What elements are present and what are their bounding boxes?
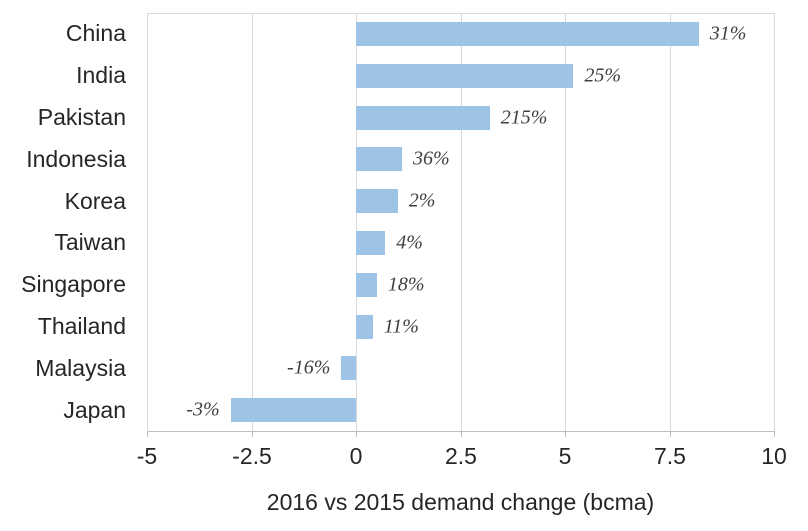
bar bbox=[356, 63, 574, 88]
gridline bbox=[147, 13, 148, 431]
value-label: 31% bbox=[709, 22, 747, 45]
x-tick-label: 5 bbox=[558, 443, 572, 469]
category-label: India bbox=[76, 62, 126, 89]
value-label: 2% bbox=[408, 189, 436, 212]
gridline bbox=[565, 13, 566, 431]
bar bbox=[341, 356, 356, 381]
value-label: 4% bbox=[396, 231, 423, 254]
tick-mark bbox=[565, 431, 566, 437]
value-label: 25% bbox=[584, 64, 622, 87]
x-tick-label: -5 bbox=[136, 443, 158, 469]
category-label: Malaysia bbox=[35, 354, 126, 381]
bar bbox=[356, 189, 398, 214]
tick-mark bbox=[147, 431, 148, 437]
plot-area-top-border bbox=[147, 13, 775, 14]
gridline bbox=[774, 13, 775, 431]
category-label: Pakistan bbox=[37, 103, 126, 130]
value-label: 36% bbox=[412, 147, 450, 170]
value-label: 11% bbox=[383, 315, 419, 337]
bar bbox=[356, 230, 386, 255]
bar bbox=[230, 398, 356, 423]
value-label: 215% bbox=[500, 106, 548, 128]
value-label: 18% bbox=[387, 273, 425, 296]
category-label: Singapore bbox=[21, 271, 126, 298]
gridline bbox=[461, 13, 462, 431]
category-label: Taiwan bbox=[54, 229, 126, 256]
category-label: China bbox=[65, 20, 126, 47]
tick-mark bbox=[252, 431, 253, 437]
bar bbox=[356, 105, 490, 130]
bar bbox=[356, 314, 373, 339]
tick-mark bbox=[670, 431, 671, 437]
x-axis-title: 2016 vs 2015 demand change (bcma) bbox=[266, 489, 655, 515]
x-tick-label: 0 bbox=[349, 443, 363, 469]
category-label: Japan bbox=[63, 396, 126, 423]
x-tick-label: -2.5 bbox=[232, 443, 272, 469]
gridline bbox=[670, 13, 671, 431]
value-label: -3% bbox=[186, 398, 220, 421]
tick-mark bbox=[774, 431, 775, 437]
x-tick-label: 2.5 bbox=[445, 443, 477, 469]
bar bbox=[356, 21, 699, 46]
category-label: Thailand bbox=[37, 312, 126, 339]
bar bbox=[356, 272, 377, 297]
x-tick-label: 10 bbox=[761, 443, 787, 469]
tick-mark bbox=[356, 431, 357, 437]
tick-mark bbox=[461, 431, 462, 437]
value-label: -16% bbox=[287, 356, 331, 379]
category-label: Korea bbox=[64, 187, 126, 214]
bar bbox=[356, 147, 402, 172]
gridline bbox=[252, 13, 253, 431]
x-tick-label: 7.5 bbox=[654, 443, 686, 469]
gridline bbox=[356, 13, 357, 431]
category-label: Indonesia bbox=[26, 145, 126, 172]
